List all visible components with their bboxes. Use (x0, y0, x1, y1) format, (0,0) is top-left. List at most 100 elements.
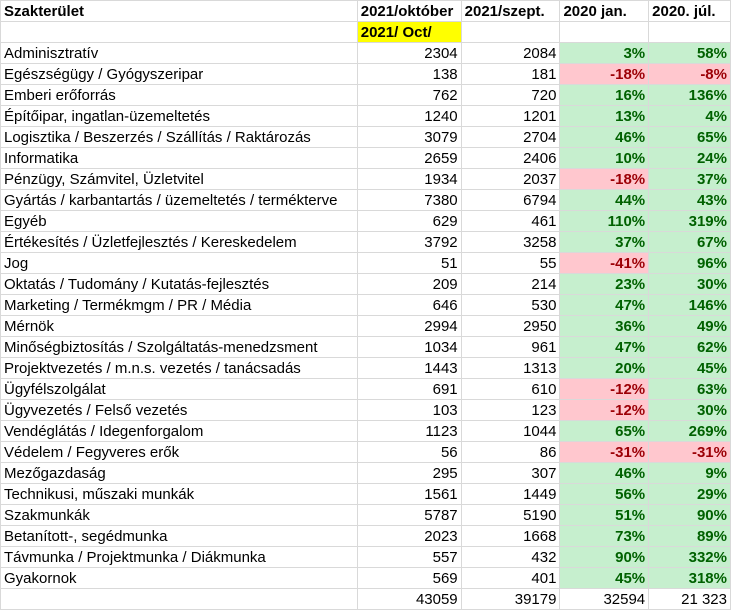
sep-value-cell[interactable]: 720 (460, 84, 561, 106)
oct-value-cell[interactable]: 1034 (356, 336, 462, 358)
jan-change-cell[interactable]: 10% (559, 147, 650, 169)
jul-change-cell[interactable]: 269% (648, 420, 731, 442)
category-cell[interactable]: Marketing / Termékmgm / PR / Média (0, 294, 358, 316)
sep-value-cell[interactable]: 307 (460, 462, 561, 484)
category-cell[interactable]: Ügyfélszolgálat (0, 378, 358, 400)
oct-value-cell[interactable]: 2659 (356, 147, 462, 169)
jul-change-cell[interactable]: 332% (648, 546, 731, 568)
oct-value-cell[interactable]: 1240 (356, 105, 462, 127)
jan-change-cell[interactable]: 37% (559, 231, 650, 253)
oct-value-cell[interactable]: 1123 (356, 420, 462, 442)
header-cell-oct[interactable]: 2021/október (356, 0, 462, 22)
header-cell-jan[interactable]: 2020 jan. (559, 0, 650, 22)
category-cell[interactable]: Jog (0, 252, 358, 274)
jan-change-cell[interactable]: -18% (559, 63, 650, 85)
jan-change-cell[interactable]: 47% (559, 336, 650, 358)
total-oct-cell[interactable]: 43059 (356, 588, 462, 610)
category-cell[interactable]: Oktatás / Tudomány / Kutatás-fejlesztés (0, 273, 358, 295)
sep-value-cell[interactable]: 181 (460, 63, 561, 85)
sep-value-cell[interactable]: 123 (460, 399, 561, 421)
sep-value-cell[interactable]: 3258 (460, 231, 561, 253)
jul-change-cell[interactable]: 9% (648, 462, 731, 484)
jul-change-cell[interactable]: 65% (648, 126, 731, 148)
jul-change-cell[interactable]: 67% (648, 231, 731, 253)
sep-value-cell[interactable]: 961 (460, 336, 561, 358)
jul-change-cell[interactable]: 146% (648, 294, 731, 316)
jan-change-cell[interactable]: 13% (559, 105, 650, 127)
jan-change-cell[interactable]: 45% (559, 567, 650, 589)
category-cell[interactable]: Informatika (0, 147, 358, 169)
jul-change-cell[interactable]: 58% (648, 42, 731, 64)
jul-change-cell[interactable]: -31% (648, 441, 731, 463)
jan-change-cell[interactable]: 44% (559, 189, 650, 211)
empty-cell[interactable] (460, 21, 561, 43)
oct-value-cell[interactable]: 691 (356, 378, 462, 400)
sep-value-cell[interactable]: 530 (460, 294, 561, 316)
category-cell[interactable]: Távmunka / Projektmunka / Diákmunka (0, 546, 358, 568)
sub-header-cell[interactable]: 2021/ Oct/ (356, 21, 462, 43)
jan-change-cell[interactable]: -41% (559, 252, 650, 274)
header-cell-jul[interactable]: 2020. júl. (648, 0, 731, 22)
sep-value-cell[interactable]: 610 (460, 378, 561, 400)
jan-change-cell[interactable]: 3% (559, 42, 650, 64)
sep-value-cell[interactable]: 1668 (460, 525, 561, 547)
sep-value-cell[interactable]: 2704 (460, 126, 561, 148)
sep-value-cell[interactable]: 1449 (460, 483, 561, 505)
category-cell[interactable]: Logisztika / Beszerzés / Szállítás / Rak… (0, 126, 358, 148)
oct-value-cell[interactable]: 1443 (356, 357, 462, 379)
category-cell[interactable]: Építőipar, ingatlan-üzemeltetés (0, 105, 358, 127)
sep-value-cell[interactable]: 432 (460, 546, 561, 568)
category-cell[interactable]: Adminisztratív (0, 42, 358, 64)
sep-value-cell[interactable]: 1044 (460, 420, 561, 442)
jan-change-cell[interactable]: 90% (559, 546, 650, 568)
sep-value-cell[interactable]: 55 (460, 252, 561, 274)
jul-change-cell[interactable]: 63% (648, 378, 731, 400)
oct-value-cell[interactable]: 56 (356, 441, 462, 463)
category-cell[interactable]: Betanított-, segédmunka (0, 525, 358, 547)
sep-value-cell[interactable]: 5190 (460, 504, 561, 526)
jul-change-cell[interactable]: 43% (648, 189, 731, 211)
oct-value-cell[interactable]: 51 (356, 252, 462, 274)
jan-change-cell[interactable]: 51% (559, 504, 650, 526)
total-jan-cell[interactable]: 32594 (559, 588, 650, 610)
oct-value-cell[interactable]: 569 (356, 567, 462, 589)
oct-value-cell[interactable]: 557 (356, 546, 462, 568)
sep-value-cell[interactable]: 2406 (460, 147, 561, 169)
oct-value-cell[interactable]: 1561 (356, 483, 462, 505)
category-cell[interactable]: Gyakornok (0, 567, 358, 589)
category-cell[interactable]: Védelem / Fegyveres erők (0, 441, 358, 463)
oct-value-cell[interactable]: 646 (356, 294, 462, 316)
category-cell[interactable]: Minőségbiztosítás / Szolgáltatás-menedzs… (0, 336, 358, 358)
oct-value-cell[interactable]: 629 (356, 210, 462, 232)
oct-value-cell[interactable]: 138 (356, 63, 462, 85)
category-cell[interactable]: Értékesítés / Üzletfejlesztés / Keresked… (0, 231, 358, 253)
jul-change-cell[interactable]: 62% (648, 336, 731, 358)
category-cell[interactable]: Mérnök (0, 315, 358, 337)
sep-value-cell[interactable]: 1201 (460, 105, 561, 127)
jul-change-cell[interactable]: 318% (648, 567, 731, 589)
category-cell[interactable]: Technikusi, műszaki munkák (0, 483, 358, 505)
sep-value-cell[interactable]: 86 (460, 441, 561, 463)
jan-change-cell[interactable]: 20% (559, 357, 650, 379)
jul-change-cell[interactable]: 30% (648, 273, 731, 295)
jul-change-cell[interactable]: 90% (648, 504, 731, 526)
jul-change-cell[interactable]: 136% (648, 84, 731, 106)
total-sep-cell[interactable]: 39179 (460, 588, 561, 610)
sep-value-cell[interactable]: 401 (460, 567, 561, 589)
empty-cell[interactable] (0, 21, 358, 43)
jan-change-cell[interactable]: -12% (559, 399, 650, 421)
jul-change-cell[interactable]: -8% (648, 63, 731, 85)
oct-value-cell[interactable]: 2994 (356, 315, 462, 337)
header-cell-sep[interactable]: 2021/szept. (460, 0, 561, 22)
jan-change-cell[interactable]: 73% (559, 525, 650, 547)
jan-change-cell[interactable]: 36% (559, 315, 650, 337)
total-jul-cell[interactable]: 21 323 (648, 588, 731, 610)
jul-change-cell[interactable]: 30% (648, 399, 731, 421)
empty-cell[interactable] (559, 21, 650, 43)
category-cell[interactable]: Mezőgazdaság (0, 462, 358, 484)
category-cell[interactable]: Projektvezetés / m.n.s. vezetés / tanács… (0, 357, 358, 379)
empty-cell[interactable] (648, 21, 731, 43)
jan-change-cell[interactable]: -12% (559, 378, 650, 400)
jul-change-cell[interactable]: 89% (648, 525, 731, 547)
sep-value-cell[interactable]: 214 (460, 273, 561, 295)
